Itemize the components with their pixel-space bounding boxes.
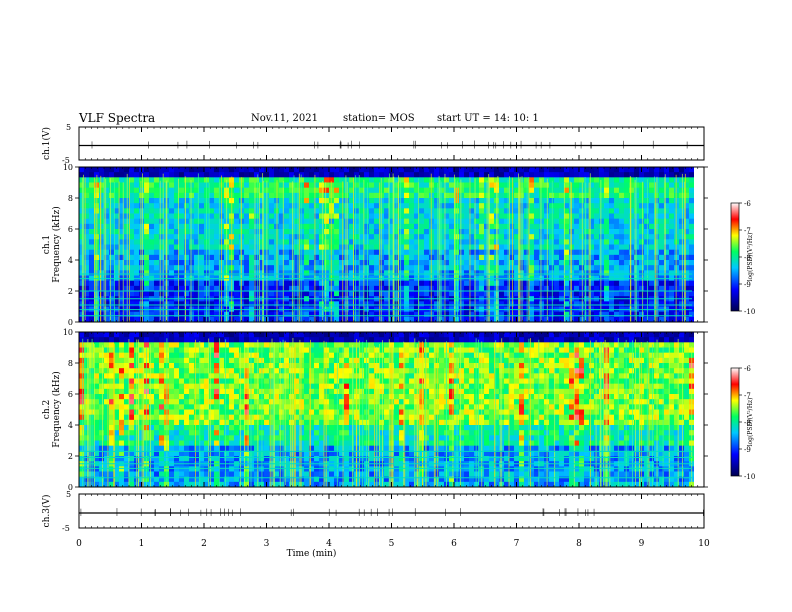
y-tick-label: 0 xyxy=(68,483,73,492)
colorbar-label: log(PSD)(V²/Hz) xyxy=(747,398,754,447)
x-tick-label: 4 xyxy=(326,539,332,549)
figure-title: VLF Spectra xyxy=(79,111,156,125)
x-tick-label: 3 xyxy=(264,539,270,549)
colorbar-label: log(PSD)(V²/Hz) xyxy=(747,233,754,282)
y-axis-label: Frequency (kHz) xyxy=(51,206,62,283)
colorbar-tick-label: -7 xyxy=(744,392,751,400)
y-axis-label: ch.1(V) xyxy=(41,127,52,160)
x-tick-label: 7 xyxy=(514,539,520,549)
x-tick-label: 1 xyxy=(139,539,145,549)
colorbar-tick-label: -9 xyxy=(744,446,751,454)
colorbar-tick-label: -9 xyxy=(744,281,751,289)
colorbar-tick-label: -8 xyxy=(744,254,751,262)
spectrogram-layer xyxy=(79,140,704,516)
colorbar-tick-label: -10 xyxy=(744,308,755,316)
y-tick-label: 10 xyxy=(63,328,73,337)
y-tick-label: 6 xyxy=(68,225,73,234)
colorbar xyxy=(730,367,740,477)
station-label: station= MOS xyxy=(343,113,415,124)
y-axis-label: ch.2 xyxy=(42,400,52,419)
y-tick-label: 6 xyxy=(68,390,73,399)
y-tick-label: 0 xyxy=(68,318,73,327)
x-tick-label: 8 xyxy=(576,539,582,549)
colorbar-tick-label: -8 xyxy=(744,419,751,427)
x-tick-label: 5 xyxy=(389,539,395,549)
y-tick-label: -5 xyxy=(62,156,70,165)
y-axis-label: ch.1 xyxy=(42,235,52,254)
x-tick-label: 0 xyxy=(76,539,82,549)
y-tick-label: 8 xyxy=(68,359,73,368)
frame-layer xyxy=(75,126,742,529)
x-tick-label: 9 xyxy=(639,539,645,549)
x-tick-label: 6 xyxy=(451,539,457,549)
colorbar-tick-label: -6 xyxy=(744,365,751,373)
start-ut-label: start UT = 14: 10: 1 xyxy=(437,113,539,124)
y-tick-label: 10 xyxy=(63,163,73,172)
y-tick-label: -5 xyxy=(62,524,70,533)
x-tick-label: 2 xyxy=(201,539,207,549)
y-tick-label: 5 xyxy=(66,123,71,132)
colorbar xyxy=(730,202,740,312)
label-layer: 5 -5 ch.1(V) -6 -7 -8 -9 -10 log(PSD)(V²/Hz) 0 2 4 6… xyxy=(41,123,755,559)
y-tick-label: 2 xyxy=(68,287,73,296)
colorbar-tick-label: -6 xyxy=(744,200,751,208)
y-tick-label: 4 xyxy=(68,421,73,430)
panel-frame xyxy=(78,493,705,529)
y-tick-label: 4 xyxy=(68,256,73,265)
y-tick-label: 5 xyxy=(66,490,71,499)
y-axis-label: Frequency (kHz) xyxy=(51,371,62,448)
colorbar-tick-label: -10 xyxy=(744,473,755,481)
y-axis-label: ch.3(V) xyxy=(41,495,52,528)
y-tick-label: 8 xyxy=(68,194,73,203)
date-label: Nov.11, 2021 xyxy=(251,113,318,124)
x-axis-label: Time (min) xyxy=(287,548,337,559)
colorbar-tick-label: -7 xyxy=(744,227,751,235)
y-tick-label: 2 xyxy=(68,452,73,461)
x-tick-label: 10 xyxy=(698,539,710,549)
